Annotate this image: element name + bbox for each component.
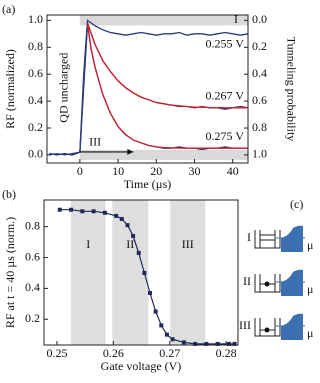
shaded-band	[79, 15, 248, 26]
annotation: QD uncharged	[56, 53, 70, 123]
y-tick-label: 0.6	[28, 66, 43, 80]
trace-label: 0.275 V	[206, 129, 245, 143]
y-tick-label: 0.2	[28, 120, 43, 134]
fit-line	[59, 209, 235, 345]
band-label: I	[234, 12, 238, 26]
x-axis-label: Time (µs)	[124, 177, 171, 191]
data-point	[80, 209, 85, 214]
data-point	[164, 332, 169, 337]
state-label: III	[239, 318, 251, 332]
fit-line	[86, 22, 248, 109]
y2-tick-label: 0.6	[252, 93, 267, 107]
y-axis-label: RF (normalized)	[3, 49, 17, 129]
electron	[264, 327, 270, 333]
shaded-band	[79, 149, 248, 160]
shaded-region	[170, 200, 206, 345]
shaded-region	[112, 200, 149, 345]
data-point	[114, 213, 119, 218]
mu-label: μ	[307, 282, 313, 296]
data-point	[193, 341, 198, 346]
y-tick-label: 1.0	[28, 12, 43, 26]
barrier	[254, 318, 281, 337]
data-point	[69, 207, 74, 212]
x-tick-label: 0.28	[216, 346, 237, 360]
panel-label: (b)	[2, 187, 16, 201]
data-point	[136, 250, 141, 255]
y-tick-label: 0.8	[25, 218, 40, 232]
trace-label: 0.267 V	[206, 89, 245, 103]
y-tick-label: 0.6	[25, 249, 40, 263]
mu-label: μ	[307, 326, 313, 340]
x-tick-label: 30	[189, 164, 201, 178]
band-label: III	[89, 135, 101, 149]
data-point	[170, 337, 175, 342]
plot-frame	[46, 14, 249, 164]
y2-tick-label: 0.2	[252, 39, 267, 53]
fermi-sea	[281, 313, 303, 340]
y-axis-label: RF at t = 40 µs (norm.)	[3, 217, 17, 328]
fermi-sea	[281, 269, 303, 296]
region-label: II	[126, 237, 134, 251]
data-point	[153, 309, 158, 314]
panel-label: (c)	[290, 197, 303, 211]
data-point	[226, 341, 231, 346]
data-point	[232, 341, 237, 346]
y2-tick-label: 1.0	[252, 147, 267, 161]
state-label: II	[243, 274, 251, 288]
data-point	[159, 323, 164, 328]
y2-axis-label: Tunneling probability	[284, 37, 298, 142]
y2-tick-label: 0.0	[252, 12, 267, 26]
electron	[264, 281, 270, 287]
y-tick-label: 0.4	[25, 280, 40, 294]
y-tick-label: 0.8	[28, 39, 43, 53]
data-point	[102, 210, 107, 215]
x-tick-label: 10	[112, 164, 124, 178]
region-label: III	[182, 237, 194, 251]
y2-tick-label: 0.4	[252, 66, 267, 80]
x-tick-label: 40	[227, 164, 239, 178]
data-point	[148, 291, 153, 296]
y-tick-label: 0.0	[28, 147, 43, 161]
x-tick-label: 0.26	[103, 346, 124, 360]
data-point	[204, 341, 209, 346]
barrier	[254, 230, 281, 249]
x-tick-label: 20	[150, 164, 162, 178]
y-tick-label: 0.4	[28, 93, 43, 107]
x-tick-label: 0	[77, 164, 83, 178]
data-point	[181, 340, 186, 345]
barrier	[254, 274, 281, 293]
data-point	[131, 233, 136, 238]
x-tick-label: 0.25	[46, 346, 67, 360]
data-point	[119, 216, 124, 221]
fermi-sea	[281, 225, 303, 252]
arrow-head	[127, 148, 134, 155]
region-label: I	[86, 237, 90, 251]
mu-label: μ	[307, 238, 313, 252]
trace-label: 0.255 V	[206, 37, 245, 51]
fit-line	[86, 24, 248, 149]
shaded-region	[71, 200, 106, 345]
data-point	[142, 270, 147, 275]
y-tick-label: 0.2	[25, 311, 40, 325]
state-label: I	[247, 230, 251, 244]
plot-frame	[43, 199, 239, 346]
data-point	[57, 207, 62, 212]
data-point	[125, 223, 130, 228]
x-tick-label: 0.27	[159, 346, 180, 360]
panel-label: (a)	[2, 2, 15, 16]
data-point	[215, 341, 220, 346]
data-point	[91, 209, 96, 214]
x-axis-label: Gate voltage (V)	[101, 359, 182, 373]
y2-tick-label: 0.8	[252, 120, 267, 134]
